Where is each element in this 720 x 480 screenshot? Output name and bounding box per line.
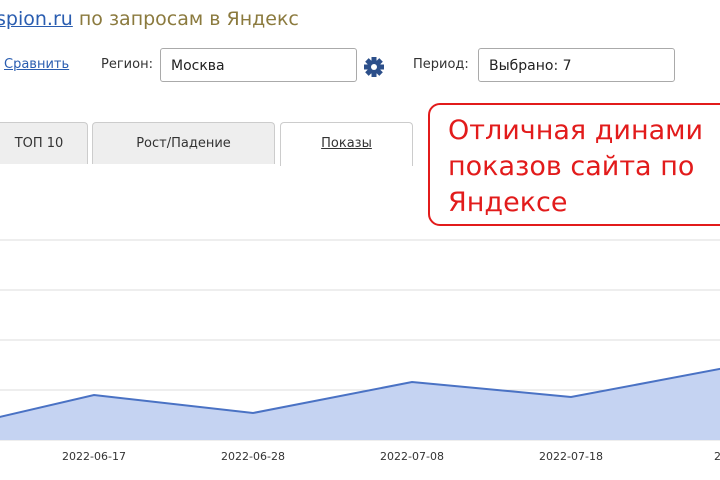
x-tick-label: 2022-06-28	[221, 450, 285, 463]
region-label: Регион:	[101, 57, 153, 72]
settings-icon[interactable]	[363, 56, 385, 78]
tab[interactable]: Рост/Падение	[92, 122, 275, 164]
area	[0, 368, 720, 440]
tab-active[interactable]: Показы	[280, 122, 413, 166]
annotation-line: показов сайта по	[448, 151, 695, 182]
x-tick-label: 2022-07-18	[539, 450, 603, 463]
site-link[interactable]: spion.ru	[0, 8, 73, 30]
region-input[interactable]: Москва	[160, 48, 357, 82]
header: spion.ru по запросам в Яндекс	[0, 8, 299, 30]
x-tick-label: 2022-07-08	[380, 450, 444, 463]
period-input[interactable]: Выбрано: 7	[478, 48, 675, 82]
x-tick-label: 2022-06-17	[62, 450, 126, 463]
line	[0, 367, 720, 418]
annotation-line: Яндексе	[448, 187, 568, 218]
header-title: по запросам в Яндекс	[78, 8, 299, 30]
x-tick-label: 2022-	[714, 450, 720, 463]
compare-link[interactable]: Сравнить	[4, 57, 70, 72]
period-label: Период:	[413, 57, 469, 72]
tab[interactable]: ТОП 10	[0, 122, 88, 164]
annotation-line: Отличная динами	[448, 115, 704, 146]
annotation: Отличная динами показов сайта по Яндексе	[428, 103, 720, 226]
